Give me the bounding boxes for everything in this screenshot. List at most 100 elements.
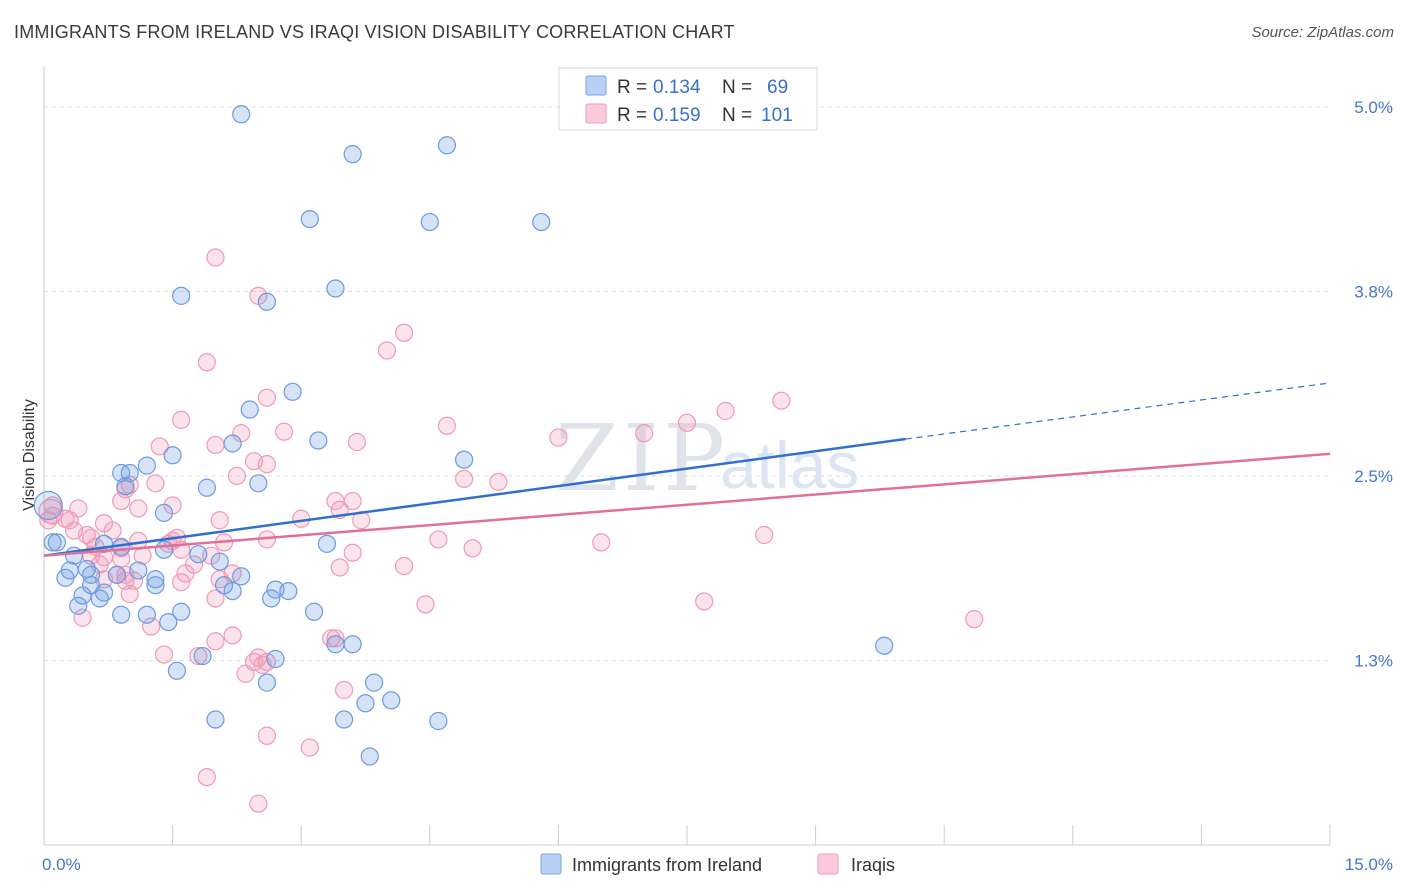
iraqis-point-19 <box>257 455 277 474</box>
axes <box>43 66 1331 846</box>
legend-n-value-ireland: 69 <box>767 77 788 98</box>
iraqis-point-98 <box>249 794 268 813</box>
ireland-point-47 <box>223 581 242 601</box>
ireland-point-28 <box>189 545 208 564</box>
iraqis-point-40 <box>292 509 311 528</box>
ireland-point-53 <box>304 602 324 621</box>
bottom-legend-label-iraqis: Iraqis <box>851 855 895 875</box>
iraqis-point-66 <box>394 556 414 576</box>
chart-title: IMMIGRANTS FROM IRELAND VS IRAQI VISION … <box>14 22 735 42</box>
iraqis-point-54 <box>592 533 611 552</box>
legend-r-label-ireland: R = <box>617 77 647 98</box>
ireland-point-29 <box>317 534 337 553</box>
ireland-point-21 <box>154 503 174 522</box>
iraqis-point-74 <box>172 573 191 592</box>
iraqis-point-21 <box>454 469 474 489</box>
ireland-point-61 <box>364 673 384 692</box>
ireland-point-54 <box>159 612 178 632</box>
ireland-point-4 <box>420 212 439 232</box>
iraqis-point-57 <box>463 539 482 558</box>
ireland-point-15 <box>137 456 156 475</box>
ireland-point-44 <box>73 586 92 605</box>
source-credit: Source: ZipAtlas.com <box>1251 24 1394 41</box>
ireland-point-34 <box>129 561 148 580</box>
bottom-legend-swatch-iraqis <box>817 853 839 875</box>
iraqis-point-86 <box>326 629 345 648</box>
ireland-point-33 <box>82 565 101 584</box>
legend-r-value-ireland: 0.134 <box>653 77 701 98</box>
ireland-point-8 <box>257 292 277 311</box>
series-iraqis <box>38 248 984 813</box>
ireland-point-6 <box>326 279 345 298</box>
iraqis-point-79 <box>120 584 139 604</box>
ireland-point-64 <box>356 694 375 713</box>
ireland-point-58 <box>193 646 212 666</box>
ireland-point-55 <box>326 635 345 654</box>
iraqis-point-99 <box>334 680 354 700</box>
iraqis-point-2 <box>394 323 414 342</box>
y-tick-labels: 1.3% 2.5% 3.8% 5.0% <box>1354 98 1393 671</box>
ireland-point-66 <box>334 710 354 729</box>
ireland-point-14 <box>454 450 474 469</box>
iraqis-point-59 <box>343 543 362 562</box>
iraqis-point-31 <box>343 491 362 511</box>
ireland-point-11 <box>309 431 328 450</box>
ireland-point-30 <box>210 552 229 571</box>
ireland-point-13 <box>163 446 182 465</box>
iraqis-point-3 <box>377 341 397 360</box>
ireland-point-22 <box>47 533 66 552</box>
ireland-point-19 <box>197 478 216 497</box>
ireland-point-27 <box>154 540 174 559</box>
ireland-point-51 <box>137 605 156 624</box>
ireland-point-59 <box>266 649 285 669</box>
y-tick-label-0: 1.3% <box>1354 651 1393 670</box>
iraqis-point-37 <box>60 511 79 530</box>
bottom-legend-swatch-ireland <box>540 853 562 875</box>
ireland-point-56 <box>343 635 362 654</box>
legend-n-value-iraqis: 101 <box>761 105 793 126</box>
iraqis-point-97 <box>197 767 216 787</box>
legend-r-label-iraqis: R = <box>617 105 647 126</box>
ireland-point-1 <box>343 145 362 164</box>
y-tick-label-3: 5.0% <box>1354 98 1393 117</box>
iraqis-point-83 <box>142 617 161 636</box>
ireland-point-57 <box>875 636 894 655</box>
watermark: ZIP atlas <box>555 405 859 512</box>
iraqis-point-9 <box>437 416 457 435</box>
iraqis-point-5 <box>257 388 277 407</box>
ireland-point-7 <box>172 286 191 305</box>
watermark-zip: ZIP <box>555 405 729 512</box>
legend-swatch-iraqis <box>585 103 607 124</box>
ireland-point-40 <box>146 576 165 595</box>
ireland-point-5 <box>532 212 551 232</box>
ireland-point-50 <box>112 605 131 624</box>
trend-line-ireland <box>43 437 906 557</box>
legend-r-value-iraqis: 0.159 <box>653 105 701 126</box>
iraqis-point-100 <box>184 555 204 574</box>
iraqis-point-26 <box>112 491 131 511</box>
iraqis-point-16 <box>150 437 169 456</box>
iraqis-point-12 <box>274 422 294 441</box>
trend-lines <box>43 382 1331 557</box>
trend-line-ireland-extension <box>905 382 1331 440</box>
y-tick-label-1: 2.5% <box>1354 467 1393 486</box>
ireland-point-37 <box>146 570 165 589</box>
iraqis-point-10 <box>677 413 697 432</box>
iraqis-point-88 <box>154 645 174 664</box>
ireland-point-23 <box>43 533 62 552</box>
iraqis-point-84 <box>223 626 242 645</box>
series-legend: Immigrants from Ireland Iraqis <box>540 853 895 875</box>
iraqis-point-36 <box>39 511 58 530</box>
iraqis-point-20 <box>227 466 246 486</box>
iraqis-point-7 <box>716 401 735 421</box>
iraqis-point-80 <box>416 595 435 614</box>
iraqis-point-82 <box>965 610 984 629</box>
iraqis-point-13 <box>549 428 568 447</box>
iraqis-point-95 <box>257 726 277 745</box>
iraqis-point-96 <box>300 738 319 757</box>
ireland-point-52 <box>172 602 191 621</box>
ireland-point-49 <box>69 596 88 615</box>
ireland-point-3 <box>300 209 319 229</box>
ireland-point-35 <box>56 568 75 587</box>
